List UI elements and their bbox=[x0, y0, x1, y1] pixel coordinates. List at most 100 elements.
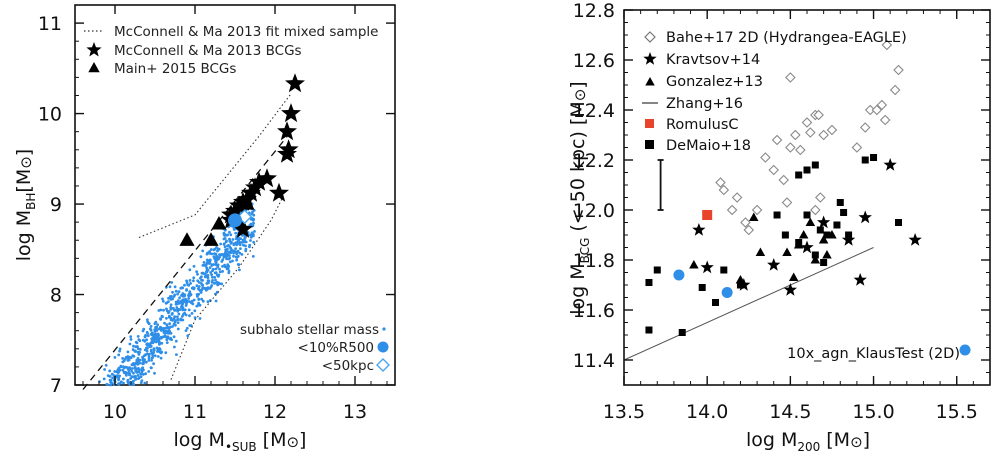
subhalo-point bbox=[182, 313, 185, 316]
subhalo-point bbox=[106, 383, 109, 386]
square-point bbox=[712, 299, 719, 306]
y-label-main: log M bbox=[13, 210, 35, 261]
square-point bbox=[840, 209, 848, 216]
subhalo-point bbox=[232, 254, 235, 258]
subhalo-point bbox=[177, 290, 181, 294]
subhalo-point bbox=[176, 309, 180, 313]
subhalo-point bbox=[209, 271, 213, 274]
legend-label-50kpc: <50kpc bbox=[322, 358, 374, 374]
subhalo-point bbox=[195, 270, 199, 274]
subhalo-point bbox=[164, 351, 168, 355]
subhalo-point bbox=[252, 221, 255, 225]
subhalo-point bbox=[216, 283, 220, 287]
star-point bbox=[858, 210, 872, 224]
subhalo-point bbox=[217, 247, 221, 251]
subhalo-point bbox=[183, 283, 186, 287]
subhalo-point bbox=[234, 241, 238, 245]
subhalo-point bbox=[167, 296, 170, 300]
y-tick-label: 7 bbox=[50, 375, 62, 397]
band-upper bbox=[138, 93, 292, 239]
legend-star-shape bbox=[643, 52, 657, 65]
svg-text:log MBH[M⊙]: log MBH[M⊙] bbox=[13, 149, 38, 261]
subhalo-point bbox=[113, 356, 117, 359]
x-tick-label: 13.5 bbox=[603, 401, 645, 423]
legend-label-bcgs: McConnell & Ma 2013 BCGs bbox=[114, 43, 302, 59]
square-point bbox=[678, 329, 686, 336]
subhalo-point bbox=[198, 289, 202, 292]
right-legend: Bahe+17 2D (Hydrangea-EAGLE) Kravtsov+14… bbox=[642, 30, 907, 154]
subhalo-point bbox=[187, 308, 191, 312]
subhalo-point bbox=[201, 249, 205, 253]
subhalo-point bbox=[177, 312, 181, 316]
subhalo-point bbox=[147, 370, 151, 373]
subhalo-point bbox=[145, 352, 149, 356]
subhalo-point bbox=[150, 358, 154, 362]
subhalo-point bbox=[192, 279, 195, 283]
subhalo-point bbox=[216, 263, 220, 267]
subhalo-point bbox=[193, 316, 197, 320]
subhalo-point bbox=[251, 218, 255, 222]
subhalo-point bbox=[252, 233, 255, 236]
subhalo-point bbox=[235, 250, 239, 254]
subhalo-point bbox=[164, 285, 168, 289]
open-diamond-point bbox=[768, 164, 780, 176]
subhalo-point bbox=[109, 383, 112, 387]
legend-label-demaio: DeMaio+18 bbox=[666, 138, 751, 154]
y-label-sub: BCG bbox=[578, 238, 592, 264]
subhalo-scatter-points bbox=[98, 194, 256, 387]
square-point bbox=[698, 284, 706, 291]
subhalo-point bbox=[118, 349, 121, 353]
subhalo-point bbox=[176, 292, 180, 296]
subhalo-point bbox=[140, 379, 144, 382]
star-point bbox=[237, 189, 257, 208]
triangle-point bbox=[782, 247, 792, 256]
y-tick-label: 12.4 bbox=[573, 100, 615, 122]
legend-triangle-marker bbox=[88, 62, 100, 73]
legend-triangle-shape bbox=[88, 62, 100, 73]
square-point bbox=[895, 219, 902, 226]
subhalo-point bbox=[169, 307, 173, 311]
subhalo-point bbox=[162, 308, 165, 312]
y-tick-label: 12.2 bbox=[573, 150, 615, 172]
subhalo-point bbox=[136, 377, 140, 380]
subhalo-point bbox=[217, 273, 221, 277]
subhalo-point bbox=[228, 256, 232, 260]
star-point bbox=[241, 182, 261, 202]
subhalo-point bbox=[121, 368, 125, 372]
subhalo-point bbox=[178, 308, 182, 311]
subhalo-point bbox=[190, 312, 194, 315]
legend-label-subhalo: subhalo stellar mass bbox=[240, 322, 379, 338]
x-tick-label: 12 bbox=[263, 401, 287, 423]
triangle-point bbox=[798, 230, 809, 239]
subhalo-point bbox=[148, 327, 152, 331]
subhalo-point bbox=[138, 358, 142, 362]
subhalo-point bbox=[129, 377, 133, 380]
y-tick-label: 8 bbox=[50, 285, 62, 307]
subhalo-point bbox=[200, 297, 204, 301]
subhalo-point bbox=[176, 327, 180, 331]
legend-label-gonzalez: Gonzalez+13 bbox=[666, 74, 763, 90]
star-point bbox=[853, 273, 867, 286]
triangle-point bbox=[822, 250, 832, 259]
subhalo-point bbox=[138, 348, 142, 351]
subhalo-point bbox=[239, 247, 242, 251]
y-label-sun: ⊙ bbox=[17, 156, 35, 169]
subhalo-point bbox=[206, 300, 210, 304]
open-diamond-point bbox=[726, 204, 738, 216]
square-point bbox=[823, 231, 831, 239]
subhalo-point bbox=[210, 284, 214, 287]
subhalo-point bbox=[146, 346, 149, 350]
left-legend: McConnell & Ma 2013 fit mixed sample McC… bbox=[84, 24, 378, 77]
subhalo-point bbox=[187, 297, 191, 300]
subhalo-point bbox=[110, 372, 114, 376]
subhalo-point bbox=[227, 250, 231, 254]
subhalo-point bbox=[231, 238, 235, 241]
subhalo-point bbox=[219, 242, 223, 246]
subhalo-point bbox=[139, 372, 143, 376]
subhalo-point bbox=[150, 331, 154, 335]
subhalo-point bbox=[211, 275, 214, 279]
subhalo-point bbox=[149, 350, 153, 353]
open-diamond-point bbox=[813, 109, 824, 121]
subhalo-point bbox=[232, 251, 236, 255]
